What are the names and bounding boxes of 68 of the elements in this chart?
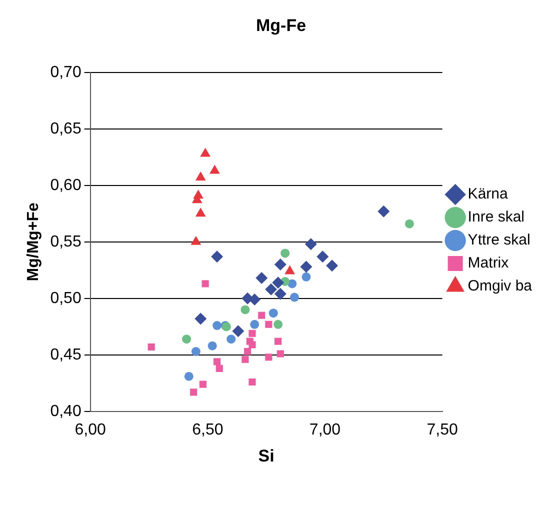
point xyxy=(184,372,194,381)
point xyxy=(274,258,286,270)
point xyxy=(274,288,286,300)
point xyxy=(190,388,198,396)
point xyxy=(210,164,220,174)
point xyxy=(190,236,202,245)
point xyxy=(302,272,311,282)
x-tick-label: 6,50 xyxy=(192,421,224,438)
point xyxy=(191,347,200,356)
x-tick-label: 6,00 xyxy=(74,421,106,438)
point xyxy=(248,330,256,337)
point xyxy=(148,343,155,351)
point xyxy=(276,350,284,358)
y-tick-label: 0,40 xyxy=(50,402,82,420)
point xyxy=(256,272,268,284)
point xyxy=(194,312,207,325)
point xyxy=(265,354,272,361)
point xyxy=(272,276,284,289)
legend-label: Matrix xyxy=(468,254,510,272)
point xyxy=(280,248,290,258)
point xyxy=(304,238,317,250)
point xyxy=(300,260,312,273)
point xyxy=(250,320,260,329)
x-tick-label: 7,50 xyxy=(426,421,458,438)
point xyxy=(195,171,206,180)
point xyxy=(268,308,278,318)
y-tick-label: 0,70 xyxy=(50,64,82,81)
point xyxy=(200,148,211,157)
point xyxy=(404,219,414,228)
legend-label: Inre skal xyxy=(468,208,525,226)
point xyxy=(242,356,249,363)
x-tick-label: 7,00 xyxy=(309,421,341,438)
chart-title: Mg-Fe xyxy=(256,16,306,35)
point xyxy=(212,321,222,330)
y-tick-label: 0,65 xyxy=(50,120,82,138)
y-axis-title: Mg/Mg+Fe xyxy=(25,202,42,282)
point xyxy=(258,312,266,319)
point xyxy=(246,338,254,345)
point xyxy=(182,334,192,344)
legend-label: Kärna xyxy=(468,186,508,203)
point xyxy=(265,283,278,296)
point xyxy=(274,320,283,329)
y-tick-label: 0,50 xyxy=(50,290,82,307)
point xyxy=(216,364,223,372)
point xyxy=(326,260,338,272)
point xyxy=(284,265,295,274)
point xyxy=(240,305,250,314)
legend-label: Yttre skal xyxy=(468,232,530,249)
point xyxy=(195,208,206,217)
x-axis-title: Si xyxy=(258,446,274,466)
point xyxy=(265,320,272,328)
point xyxy=(202,280,209,288)
point xyxy=(290,292,299,302)
point xyxy=(248,378,256,386)
y-tick-label: 0,60 xyxy=(50,176,82,194)
point xyxy=(232,325,244,338)
point xyxy=(378,205,390,218)
point xyxy=(214,358,221,366)
point xyxy=(316,250,329,263)
point xyxy=(274,338,282,345)
point xyxy=(244,348,252,356)
legend-label: Omgiv ba xyxy=(468,278,533,295)
point xyxy=(226,334,236,344)
y-tick-label: 0,55 xyxy=(50,233,82,250)
point xyxy=(211,250,224,263)
point xyxy=(199,380,207,388)
point xyxy=(208,341,217,350)
y-tick-label: 0,45 xyxy=(50,346,82,364)
